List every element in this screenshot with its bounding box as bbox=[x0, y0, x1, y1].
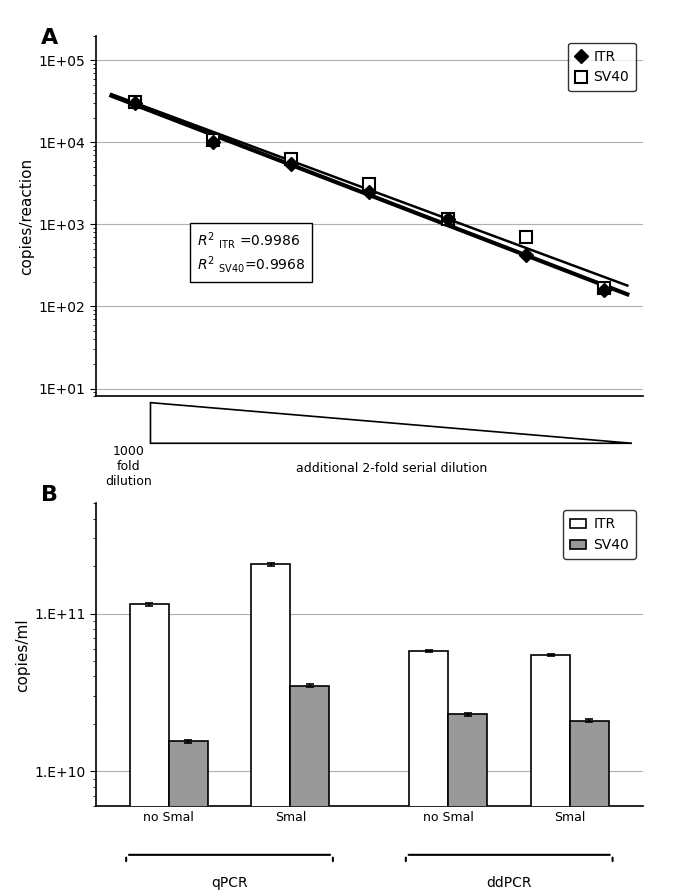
SV40 bbox=[365, 179, 373, 190]
SV40 bbox=[600, 282, 608, 293]
Bar bbox=[531, 655, 570, 891]
ITR bbox=[209, 136, 217, 147]
Polygon shape bbox=[150, 403, 632, 443]
Bar bbox=[290, 685, 329, 891]
Legend: ITR, SV40: ITR, SV40 bbox=[568, 43, 636, 92]
SV40 bbox=[522, 232, 530, 242]
SV40 bbox=[287, 153, 295, 164]
Bar bbox=[410, 651, 449, 891]
ITR bbox=[443, 214, 451, 225]
Bar bbox=[252, 565, 290, 891]
Text: qPCR: qPCR bbox=[211, 876, 248, 890]
Y-axis label: copies/ml: copies/ml bbox=[15, 618, 30, 691]
Text: 1000
fold
dilution: 1000 fold dilution bbox=[105, 445, 152, 488]
Line: SV40: SV40 bbox=[129, 96, 610, 294]
Text: B: B bbox=[41, 486, 58, 505]
SV40 bbox=[209, 135, 217, 145]
Bar bbox=[130, 604, 169, 891]
Line: ITR: ITR bbox=[130, 98, 609, 295]
Bar bbox=[449, 715, 487, 891]
ITR bbox=[522, 250, 530, 261]
ITR bbox=[131, 98, 139, 109]
Y-axis label: copies/reaction: copies/reaction bbox=[19, 158, 34, 274]
SV40 bbox=[443, 214, 451, 225]
SV40 bbox=[131, 97, 139, 108]
Text: additional 2-fold serial dilution: additional 2-fold serial dilution bbox=[295, 462, 487, 475]
Text: A: A bbox=[41, 29, 58, 48]
Legend: ITR, SV40: ITR, SV40 bbox=[563, 511, 636, 560]
Text: $R^2$ $_{\mathregular{ITR}}$ =0.9986
$R^2$ $_{\mathregular{SV40}}$=0.9968: $R^2$ $_{\mathregular{ITR}}$ =0.9986 $R^… bbox=[197, 230, 306, 274]
Bar bbox=[169, 741, 208, 891]
Bar bbox=[570, 721, 609, 891]
ITR bbox=[365, 186, 373, 197]
ITR bbox=[287, 159, 295, 169]
ITR bbox=[600, 284, 608, 295]
Text: ddPCR: ddPCR bbox=[486, 876, 532, 890]
